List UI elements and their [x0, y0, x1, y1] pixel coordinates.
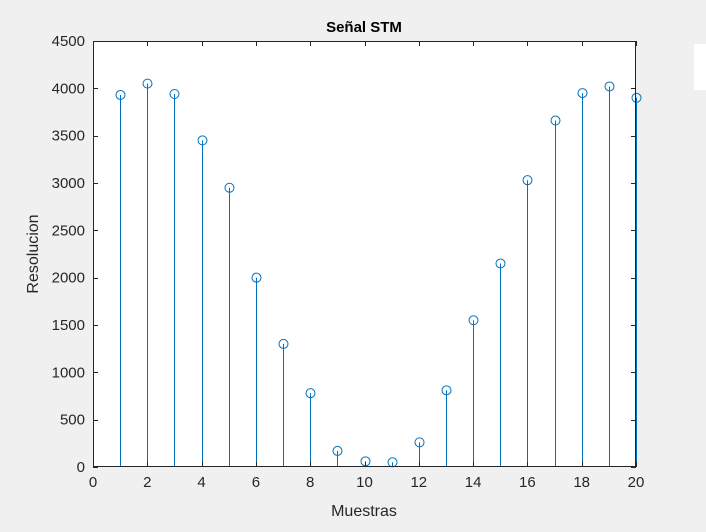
y-tick-label: 2000 [52, 270, 85, 287]
stem-marker [142, 78, 153, 89]
stem-marker [522, 175, 533, 186]
x-tick-label: 8 [306, 474, 314, 491]
y-tick-label: 2500 [52, 222, 85, 239]
stem-marker [197, 135, 208, 146]
y-tick-label: 4000 [52, 80, 85, 97]
y-tick-label: 500 [60, 412, 85, 429]
stem-marker [441, 385, 452, 396]
stem-marker [332, 445, 343, 456]
x-tick-label: 6 [252, 474, 260, 491]
stem-marker [115, 89, 126, 100]
y-axis-label: Resolucion [25, 214, 42, 293]
x-tick-label: 18 [573, 474, 590, 491]
stem-marker [495, 258, 506, 269]
stem-marker [305, 388, 316, 399]
stem-marker [604, 81, 615, 92]
x-tick-label: 14 [465, 474, 482, 491]
y-tick-label: 4500 [52, 33, 85, 50]
y-tick-label: 3500 [52, 128, 85, 145]
axes-frame [93, 41, 636, 467]
stem-marker [577, 88, 588, 99]
chart-title: Señal STM [326, 19, 402, 36]
stems-layer [120, 83, 637, 467]
x-tick-label: 16 [519, 474, 536, 491]
x-axis-label: Muestras [331, 503, 397, 520]
stem-marker [468, 315, 479, 326]
stem-marker [169, 89, 180, 100]
stem-marker [251, 272, 262, 283]
x-tick-label: 2 [143, 474, 151, 491]
stem-marker [414, 437, 425, 448]
window-edge-strip [694, 44, 706, 90]
x-tick-label: 4 [197, 474, 205, 491]
y-tick-label: 1000 [52, 364, 85, 381]
y-axis-ticks: 0 500 1000 1500 2000 2500 3000 3500 4000 4500 [52, 33, 636, 476]
stem-marker [631, 92, 642, 103]
x-axis-ticks: 0 2 4 6 8 10 12 14 16 18 20 [89, 41, 645, 491]
y-tick-label: 1500 [52, 317, 85, 334]
y-tick-label: 3000 [52, 175, 85, 192]
plot-area [93, 41, 636, 467]
y-tick-label: 0 [77, 459, 85, 476]
x-tick-label: 20 [628, 474, 645, 491]
stem-marker [224, 182, 235, 193]
x-tick-label: 10 [356, 474, 373, 491]
x-tick-label: 12 [410, 474, 427, 491]
stem-marker [278, 338, 289, 349]
x-tick-label: 0 [89, 474, 97, 491]
markers-layer [115, 78, 642, 468]
stem-marker [550, 115, 561, 126]
